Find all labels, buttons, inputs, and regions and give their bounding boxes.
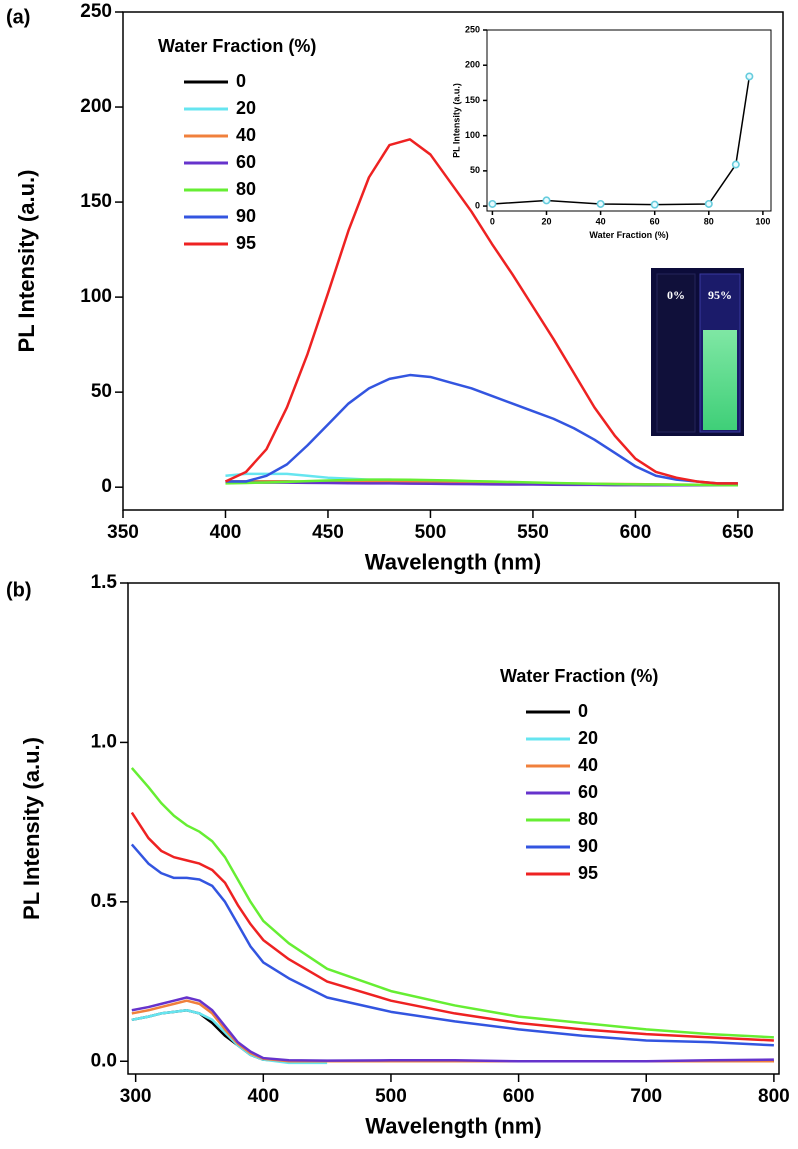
data-point xyxy=(650,200,659,209)
y-tick-label: 0.5 xyxy=(91,891,118,912)
chart: 0 20 40 60 80 100 0 50 100 150 200 250 Water Fractio… xyxy=(451,24,772,240)
y-tick-label: 1.5 xyxy=(91,572,118,593)
x-tick-label: 700 xyxy=(630,1086,662,1107)
photo: 0% 95% xyxy=(651,268,744,436)
series-line xyxy=(224,138,738,485)
x-tick-label: 400 xyxy=(247,1086,279,1107)
chart: 350 400 450 500 550 600 650050100150200250Wave… xyxy=(6,1,784,575)
y-tick-label: 200 xyxy=(80,96,112,117)
photo-label: 0% xyxy=(667,288,685,302)
y-tick-label: 0.0 xyxy=(91,1050,117,1071)
legend-label: 0 xyxy=(578,701,588,721)
data-point xyxy=(745,72,754,81)
y-axis-label: PL Intensity (a.u.) xyxy=(19,737,44,920)
y-tick-label: 250 xyxy=(465,24,480,34)
series-line xyxy=(225,478,738,487)
x-tick-label: 450 xyxy=(312,522,344,543)
x-axis-label: Water Fraction (%) xyxy=(589,230,668,240)
plot-frame xyxy=(127,582,780,1075)
data-point xyxy=(731,160,740,169)
x-tick-label: 350 xyxy=(107,522,139,543)
legend-label: 60 xyxy=(236,152,256,172)
y-tick-label: 150 xyxy=(465,95,480,105)
y-axis-label: PL Intensity (a.u.) xyxy=(451,83,461,158)
legend-title: Water Fraction (%) xyxy=(500,666,658,686)
cuvette xyxy=(656,273,696,433)
x-tick-label: 80 xyxy=(704,217,714,227)
y-tick-label: 1.0 xyxy=(91,731,117,752)
legend-label: 20 xyxy=(236,98,256,118)
y-tick-label: 100 xyxy=(465,130,480,140)
panel-label: (b) xyxy=(6,579,32,601)
legend-label: 40 xyxy=(236,125,256,145)
x-tick-label: 650 xyxy=(722,522,754,543)
x-axis-label: Wavelength (nm) xyxy=(365,1114,541,1139)
x-tick-label: 0 xyxy=(490,217,495,227)
x-tick-label: 600 xyxy=(503,1086,535,1107)
y-axis-label: PL Intensity (a.u.) xyxy=(14,170,39,353)
series-line xyxy=(492,76,751,206)
legend-label: 60 xyxy=(578,782,598,802)
legend-label: 0 xyxy=(236,71,246,91)
photo-label: 95% xyxy=(708,288,732,302)
x-tick-label: 300 xyxy=(120,1086,152,1107)
series-line xyxy=(130,811,774,1042)
y-tick-label: 0 xyxy=(475,200,480,210)
x-tick-label: 400 xyxy=(210,522,242,543)
x-tick-label: 800 xyxy=(758,1086,790,1107)
legend-label: 95 xyxy=(236,233,256,253)
data-point xyxy=(488,199,497,208)
chart: 300 400 500 600 700 8000.00.51.01.5Wavelength… xyxy=(6,572,790,1139)
y-tick-label: 0 xyxy=(101,476,112,497)
legend-label: 95 xyxy=(578,863,598,883)
panel-label: (a) xyxy=(6,6,30,28)
y-tick-label: 50 xyxy=(91,381,112,402)
y-tick-label: 50 xyxy=(470,165,480,175)
x-tick-label: 550 xyxy=(517,522,549,543)
data-point xyxy=(704,199,713,208)
legend-label: 20 xyxy=(578,728,598,748)
y-tick-label: 150 xyxy=(80,191,112,212)
x-axis-label: Wavelength (nm) xyxy=(365,550,541,575)
x-tick-label: 40 xyxy=(596,217,606,227)
plot-frame xyxy=(486,29,772,212)
legend-label: 80 xyxy=(236,179,256,199)
legend-label: 90 xyxy=(578,836,598,856)
x-tick-label: 500 xyxy=(415,522,447,543)
legend-label: 90 xyxy=(236,206,256,226)
legend-label: 80 xyxy=(578,809,598,829)
series-line xyxy=(131,996,774,1063)
y-tick-label: 200 xyxy=(465,60,480,70)
x-tick-label: 600 xyxy=(620,522,652,543)
x-tick-label: 60 xyxy=(650,217,660,227)
plot-frame xyxy=(122,11,784,511)
y-tick-label: 100 xyxy=(80,286,112,307)
x-tick-label: 100 xyxy=(755,217,770,227)
legend-title: Water Fraction (%) xyxy=(158,36,316,56)
x-tick-label: 20 xyxy=(541,217,551,227)
y-tick-label: 250 xyxy=(80,1,112,22)
series-line xyxy=(131,1008,328,1065)
series-line xyxy=(130,767,774,1039)
legend-label: 40 xyxy=(578,755,598,775)
data-point xyxy=(542,196,551,205)
cuvette-glow xyxy=(703,330,737,430)
series-line xyxy=(225,373,738,485)
series-line xyxy=(130,843,774,1047)
data-point xyxy=(596,199,605,208)
x-tick-label: 500 xyxy=(375,1086,407,1107)
